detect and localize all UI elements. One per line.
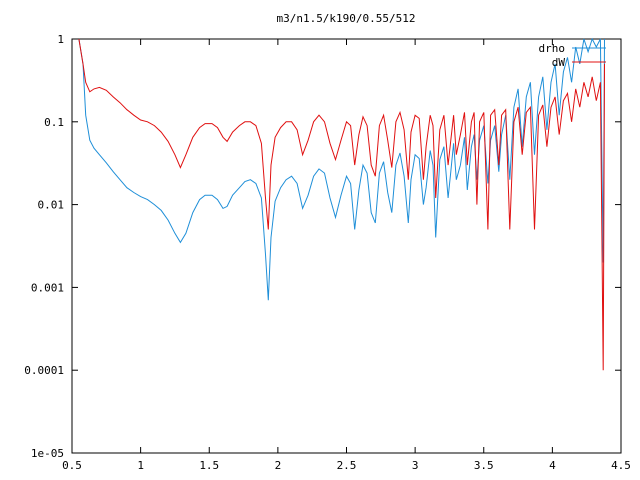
x-tick-label: 1.5 — [199, 459, 219, 472]
chart-title: m3/n1.5/k190/0.55/512 — [276, 12, 415, 25]
y-tick-label: 1 — [57, 33, 64, 46]
y-tick-label: 1e-05 — [31, 447, 64, 460]
y-axis: 1e-05 0.0001 0.001 0.01 0.1 1 — [24, 33, 621, 460]
series-line-dw — [78, 38, 605, 371]
y-tick-label: 0.001 — [31, 281, 64, 294]
y-tick-label: 0.1 — [44, 116, 64, 129]
x-tick-label: 2 — [275, 459, 282, 472]
x-axis: 0.5 1 1.5 2 2.5 3 3.5 4 4.5 — [62, 39, 631, 472]
y-tick-label: 0.01 — [38, 199, 65, 212]
x-tick-label: 4.5 — [611, 459, 631, 472]
x-tick-label: 2.5 — [337, 459, 357, 472]
x-tick-label: 3 — [412, 459, 419, 472]
x-tick-label: 0.5 — [62, 459, 82, 472]
legend: drho dW — [539, 42, 606, 69]
legend-label-dw: dW — [552, 56, 566, 69]
series-line-drho — [78, 37, 605, 301]
legend-label-drho: drho — [539, 42, 566, 55]
y-tick-label: 0.0001 — [24, 364, 64, 377]
series-group — [78, 37, 605, 371]
x-tick-label: 4 — [549, 459, 556, 472]
x-tick-label: 1 — [137, 459, 144, 472]
x-tick-label: 3.5 — [474, 459, 494, 472]
